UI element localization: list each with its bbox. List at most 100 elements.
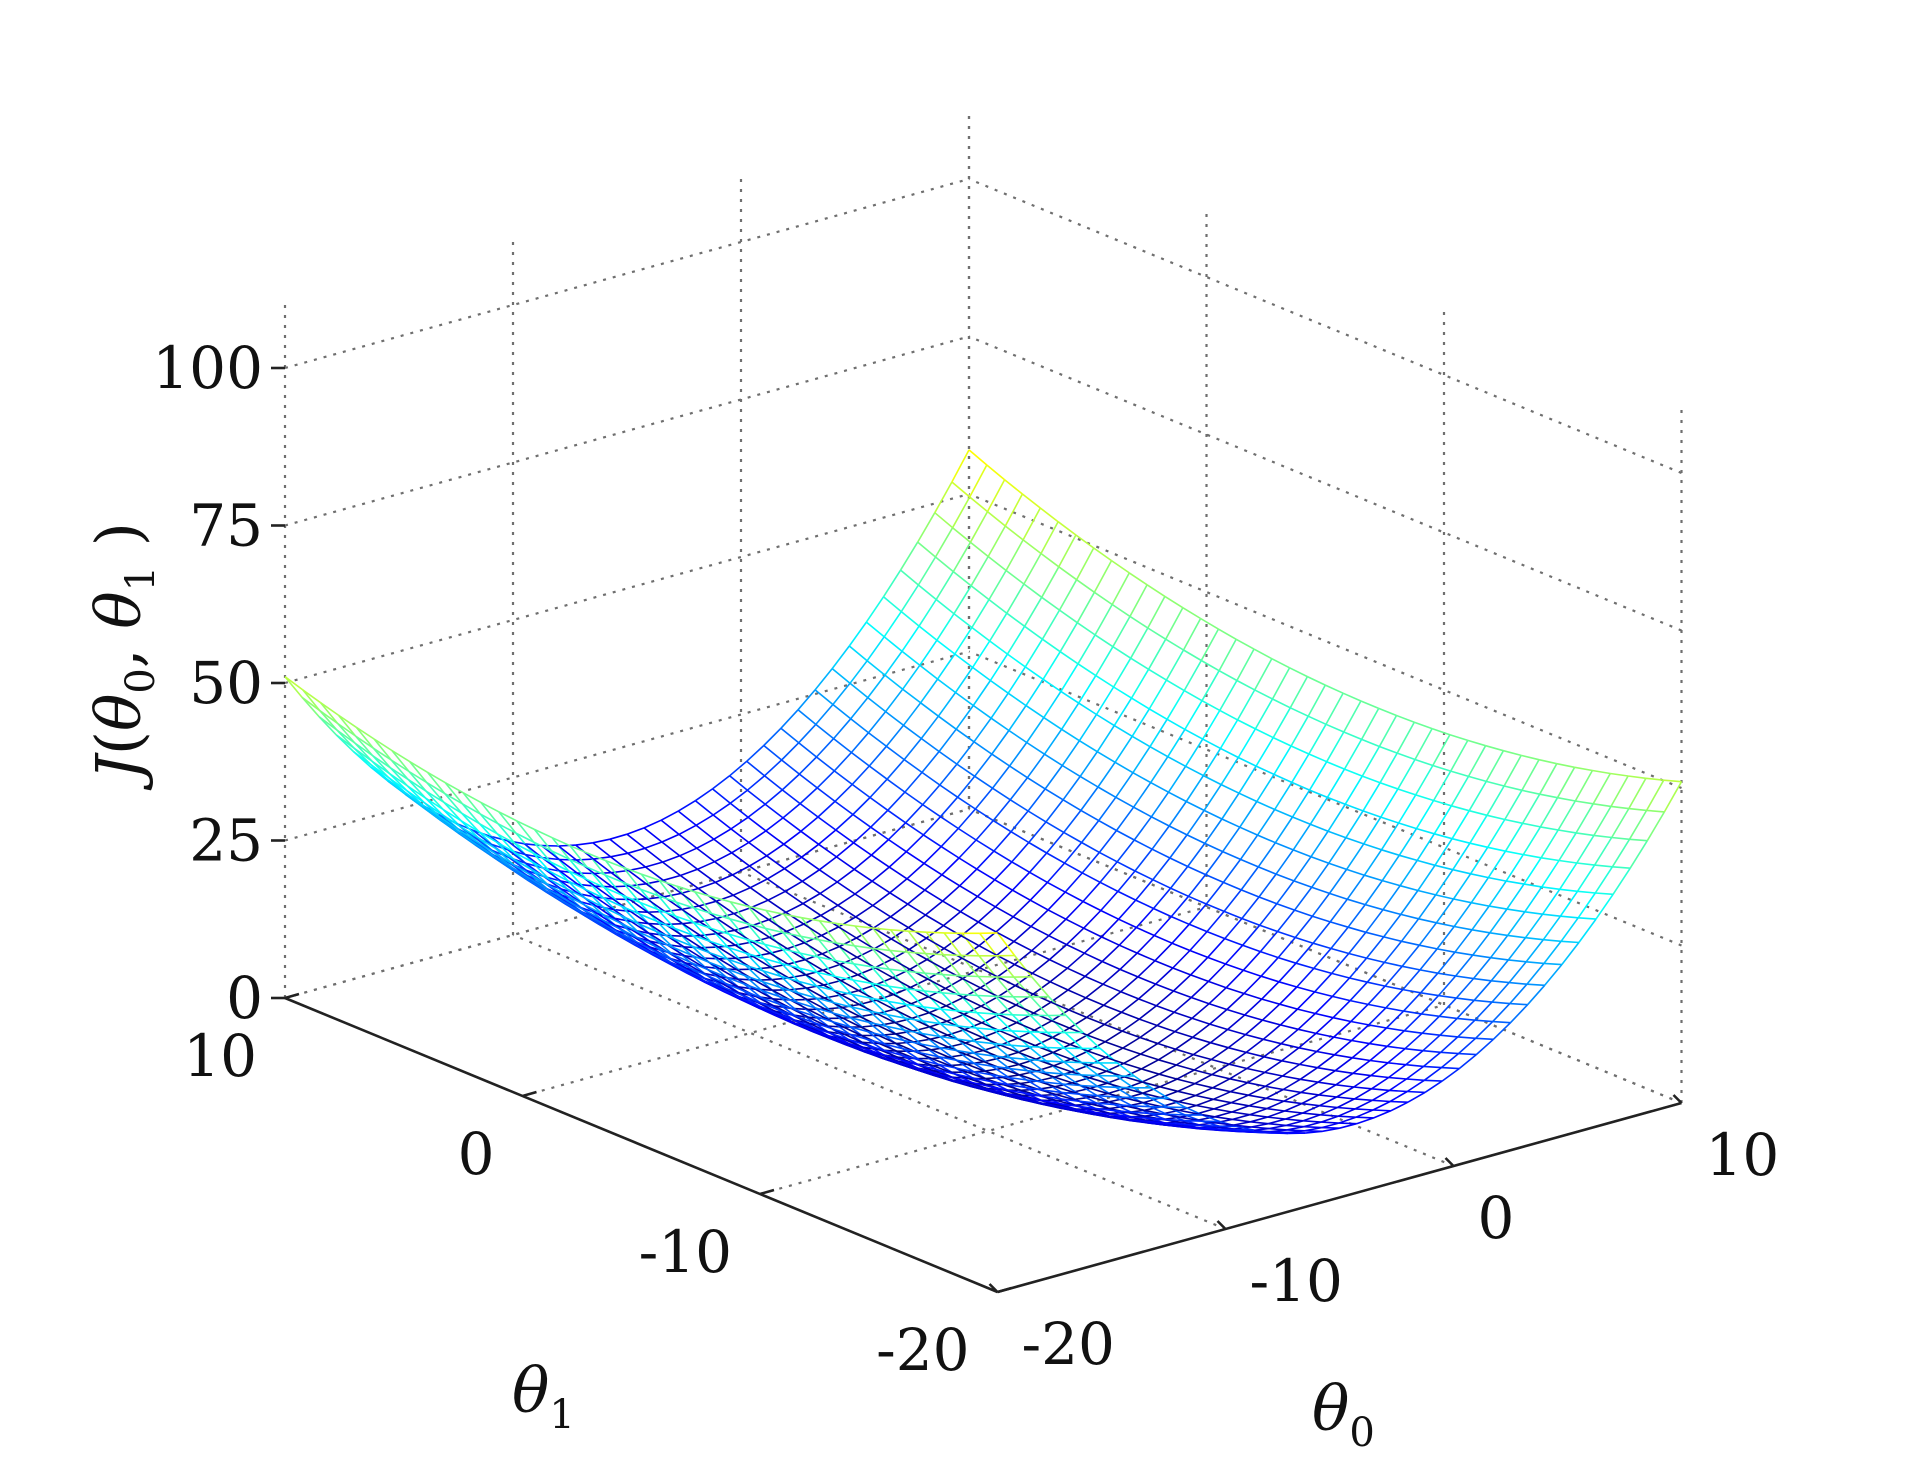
mesh-segment	[1140, 1042, 1159, 1055]
mesh-segment	[939, 1035, 958, 1052]
mesh-segment	[1142, 1092, 1161, 1099]
mesh-segment	[1404, 1032, 1423, 1050]
mesh-segment	[1173, 990, 1192, 999]
mesh-segment	[1250, 1121, 1269, 1125]
mesh-segment	[1014, 950, 1033, 966]
mesh-segment	[903, 1029, 922, 1045]
mesh-segment	[1594, 866, 1614, 894]
mesh-segment	[1008, 729, 1028, 744]
mesh-segment	[1041, 609, 1061, 640]
mesh-segment	[934, 527, 954, 558]
mesh-segment	[1224, 917, 1243, 940]
mesh-segment	[714, 861, 733, 876]
mesh-segment	[408, 770, 427, 792]
mesh-segment	[443, 792, 463, 814]
grid-line	[968, 807, 1682, 1105]
mesh-segment	[889, 968, 908, 973]
theta0-tick-mark	[988, 1283, 999, 1293]
mesh-segment	[634, 944, 653, 956]
mesh-segment	[705, 981, 725, 992]
mesh-segment	[1025, 678, 1044, 707]
z-tick-label: 100	[152, 334, 263, 402]
mesh-segment	[1059, 609, 1078, 624]
mesh-segment	[1136, 926, 1155, 937]
mesh-segment	[1296, 967, 1315, 988]
mesh-segment	[871, 880, 891, 894]
mesh-segment	[679, 847, 698, 857]
mesh-segment	[1331, 972, 1350, 979]
mesh-segment	[1041, 1102, 1060, 1108]
mesh-segment	[1151, 825, 1170, 850]
mesh-segment	[900, 569, 919, 586]
mesh-segment	[834, 783, 853, 802]
mesh-segment	[1132, 746, 1151, 774]
mesh-segment	[1025, 1086, 1044, 1091]
mesh-segment	[1124, 1087, 1144, 1094]
mesh-segment	[883, 1054, 902, 1061]
mesh-segment	[647, 922, 667, 937]
mesh-segment	[819, 881, 838, 895]
mesh-segment	[1458, 1053, 1477, 1070]
mesh-segment	[1230, 1090, 1249, 1096]
mesh-segment	[860, 1024, 878, 1028]
mesh-segment	[1328, 837, 1347, 864]
mesh-segment	[905, 1003, 924, 1008]
mesh-segment	[1210, 1047, 1229, 1061]
mesh-segment	[1338, 1116, 1357, 1124]
mesh-segment	[941, 857, 960, 876]
mesh-segment	[1451, 805, 1470, 812]
mesh-segment	[1028, 841, 1048, 854]
mesh-segment	[563, 902, 583, 915]
mesh-segment	[1312, 915, 1331, 923]
mesh-segment	[551, 836, 571, 847]
mesh-segment	[1190, 974, 1209, 983]
mesh-segment	[694, 800, 714, 816]
mesh-segment	[987, 555, 1007, 572]
mesh-segment	[1507, 911, 1526, 936]
mesh-segment	[478, 830, 498, 843]
mesh-segment	[1012, 1014, 1031, 1017]
mesh-segment	[882, 1056, 901, 1064]
mesh-segment	[1384, 965, 1403, 987]
mesh-segment	[937, 715, 957, 730]
mesh-segment	[1080, 820, 1100, 843]
mesh-segment	[1285, 1118, 1304, 1122]
mesh-segment	[1645, 777, 1664, 781]
mesh-segment	[678, 833, 698, 849]
mesh-segment	[1211, 1063, 1230, 1076]
mesh-segment	[1543, 940, 1562, 964]
mesh-segment	[1166, 718, 1186, 731]
mesh-segment	[1011, 1014, 1031, 1033]
mesh-segment	[1420, 995, 1440, 1015]
mesh-segment	[890, 929, 909, 932]
mesh-segment	[1123, 1053, 1142, 1065]
mesh-segment	[1416, 833, 1435, 861]
mesh-segment	[1487, 819, 1506, 848]
mesh-segment	[1468, 809, 1488, 817]
mesh-segment	[1317, 1081, 1337, 1086]
mesh-segment	[1416, 827, 1435, 835]
mesh-segment	[1486, 785, 1505, 816]
mesh-segment	[1432, 734, 1451, 766]
mesh-segment	[957, 1038, 976, 1043]
mesh-segment	[1117, 890, 1137, 901]
mesh-segment	[781, 773, 800, 791]
mesh-segment	[1543, 962, 1562, 966]
mesh-segment	[646, 898, 666, 913]
mesh-segment	[1073, 1096, 1091, 1101]
mesh-segment	[818, 869, 838, 883]
mesh-segment	[710, 927, 730, 935]
mesh-segment	[425, 790, 444, 811]
mesh-segment	[979, 932, 998, 957]
mesh-segment	[1485, 744, 1504, 752]
mesh-segment	[1133, 806, 1152, 818]
mesh-segment	[1212, 1078, 1231, 1089]
mesh-segment	[1021, 493, 1041, 509]
mesh-segment	[603, 886, 623, 896]
mesh-segment	[998, 1013, 1018, 1024]
mesh-segment	[841, 994, 860, 1006]
mesh-segment	[636, 936, 656, 947]
mesh-segment	[1013, 976, 1032, 998]
mesh-segment	[1278, 981, 1298, 988]
mesh-segment	[905, 834, 924, 853]
